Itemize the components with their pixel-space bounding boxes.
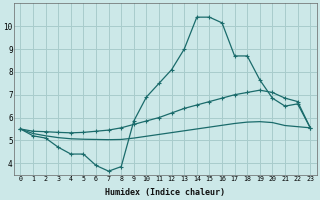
X-axis label: Humidex (Indice chaleur): Humidex (Indice chaleur) [105,188,225,197]
